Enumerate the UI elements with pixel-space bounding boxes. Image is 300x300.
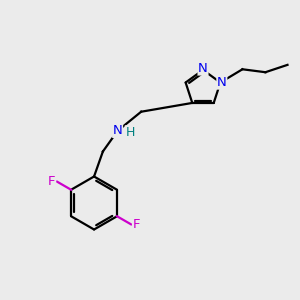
- Text: N: N: [217, 76, 227, 89]
- Text: N: N: [198, 62, 208, 75]
- Text: F: F: [133, 218, 140, 231]
- Text: H: H: [125, 126, 135, 139]
- Text: F: F: [48, 175, 56, 188]
- Text: N: N: [113, 124, 122, 137]
